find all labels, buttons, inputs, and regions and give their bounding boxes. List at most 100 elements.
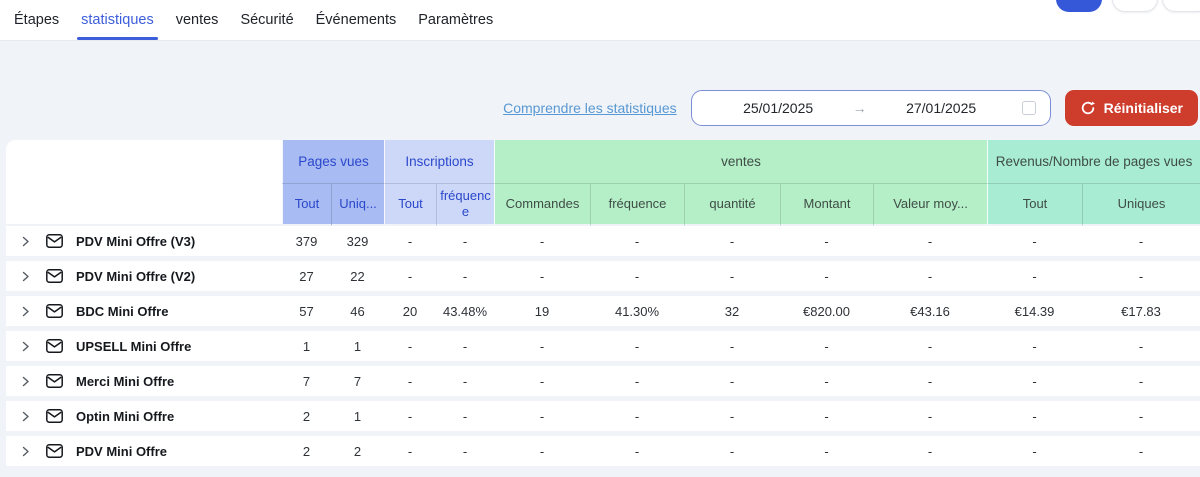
cropped-white-button-1[interactable] xyxy=(1112,0,1158,12)
value-cell: - xyxy=(987,226,1083,261)
value-cell: 19 xyxy=(494,296,591,331)
arrow-right-icon: → xyxy=(852,100,867,116)
column-group-ventes: ventes xyxy=(494,140,988,183)
calendar-icon[interactable] xyxy=(1021,101,1036,115)
table-header: Pages vues Inscriptions ventes Revenus/Nomb… xyxy=(6,140,1200,226)
value-cell: - xyxy=(780,261,874,296)
reset-button[interactable]: Réinitialiser xyxy=(1064,90,1198,126)
value-cell: - xyxy=(384,226,437,261)
value-cell: €17.83 xyxy=(1082,296,1200,331)
column-group-revenus-nombre-de-pages-vues: Revenus/Nombre de pages vues xyxy=(987,140,1200,183)
table-corner xyxy=(6,140,282,226)
column-header: fréquence xyxy=(590,183,685,226)
value-cell: 2 xyxy=(282,401,331,436)
value-cell: €14.39 xyxy=(987,296,1083,331)
row-label: Merci Mini Offre xyxy=(76,373,175,389)
value-cell: - xyxy=(590,401,685,436)
date-end[interactable]: 27/01/2025 xyxy=(906,100,977,116)
value-cell: €820.00 xyxy=(780,296,874,331)
envelope-icon xyxy=(46,409,63,423)
value-cell: - xyxy=(590,436,685,471)
tab-bar: Étapes statistiques ventes Sécurité Événemen… xyxy=(0,0,1200,41)
value-cell: - xyxy=(494,226,591,261)
tab-parametres[interactable]: Paramètres xyxy=(407,0,504,40)
value-cell: - xyxy=(780,366,874,401)
expand-chevron-icon[interactable] xyxy=(20,236,31,247)
tab-etapes[interactable]: Étapes xyxy=(3,0,70,40)
value-cell: - xyxy=(873,401,988,436)
value-cell: - xyxy=(873,331,988,366)
value-cell: - xyxy=(873,436,988,471)
value-cell: - xyxy=(873,226,988,261)
value-cell: - xyxy=(684,366,781,401)
column-header: Valeur moy... xyxy=(873,183,988,226)
envelope-icon xyxy=(46,234,63,248)
column-header: Tout xyxy=(384,183,437,226)
value-cell: €43.16 xyxy=(873,296,988,331)
expand-chevron-icon[interactable] xyxy=(20,306,31,317)
date-range-picker[interactable]: 25/01/2025 → 27/01/2025 xyxy=(690,90,1051,126)
value-cell: - xyxy=(384,436,437,471)
table-row: UPSELL Mini Offre 1 1- - - - - - - - - xyxy=(6,331,1200,366)
table-row: PDV Mini Offre (V3) 379 329- - - - - - - - - xyxy=(6,226,1200,261)
value-cell: - xyxy=(1082,366,1200,401)
tab-evenements[interactable]: Événements xyxy=(305,0,408,40)
stats-toolbar: Comprendre les statistiques 25/01/2025 →… xyxy=(0,90,1198,126)
envelope-icon xyxy=(46,444,63,458)
row-label-cell: PDV Mini Offre (V3) xyxy=(6,226,282,261)
expand-chevron-icon[interactable] xyxy=(20,411,31,422)
tab-label: Paramètres xyxy=(418,12,494,28)
value-cell: - xyxy=(590,331,685,366)
value-cell: - xyxy=(436,261,495,296)
value-cell: - xyxy=(1082,436,1200,471)
value-cell: - xyxy=(873,261,988,296)
envelope-icon xyxy=(46,374,63,388)
value-cell: - xyxy=(436,366,495,401)
row-label: BDC Mini Offre xyxy=(76,303,169,319)
cropped-blue-button[interactable] xyxy=(1056,0,1102,12)
row-label: PDV Mini Offre xyxy=(76,443,168,459)
value-cell: - xyxy=(590,261,685,296)
value-cell: 2 xyxy=(282,436,331,471)
value-cell: - xyxy=(494,366,591,401)
tab-label: Étapes xyxy=(14,12,60,28)
column-header: Uniq... xyxy=(331,183,385,226)
tab-securite[interactable]: Sécurité xyxy=(229,0,304,40)
date-start[interactable]: 25/01/2025 xyxy=(743,100,814,116)
active-tab-underline xyxy=(77,37,158,40)
row-label-cell: PDV Mini Offre xyxy=(6,436,282,471)
tab-statistiques[interactable]: statistiques xyxy=(70,0,165,40)
column-header: Commandes xyxy=(494,183,591,226)
value-cell: 329 xyxy=(331,226,385,261)
row-label: UPSELL Mini Offre xyxy=(76,338,192,354)
row-label-cell: PDV Mini Offre (V2) xyxy=(6,261,282,296)
value-cell: - xyxy=(1082,226,1200,261)
value-cell: 1 xyxy=(282,331,331,366)
value-cell: - xyxy=(780,331,874,366)
value-cell: - xyxy=(780,436,874,471)
envelope-icon xyxy=(46,304,63,318)
value-cell: 20 xyxy=(384,296,437,331)
value-cell: 7 xyxy=(331,366,385,401)
expand-chevron-icon[interactable] xyxy=(20,446,31,457)
tab-label: Événements xyxy=(315,12,397,28)
expand-chevron-icon[interactable] xyxy=(20,271,31,282)
value-cell: - xyxy=(987,261,1083,296)
understand-statistics-link[interactable]: Comprendre les statistiques xyxy=(503,100,677,116)
column-header: Uniques xyxy=(1082,183,1200,226)
expand-chevron-icon[interactable] xyxy=(20,376,31,387)
cropped-white-button-2[interactable] xyxy=(1162,0,1200,12)
column-group-pages-vues: Pages vues xyxy=(282,140,385,183)
value-cell: - xyxy=(494,401,591,436)
table-row: PDV Mini Offre 2 2- - - - - - - - - xyxy=(6,436,1200,471)
tab-label: ventes xyxy=(175,12,219,28)
value-cell: - xyxy=(384,261,437,296)
value-cell: - xyxy=(987,366,1083,401)
value-cell: - xyxy=(987,436,1083,471)
table-row: BDC Mini Offre 57 46 20 43.48% 19 41.30% 32 €820… xyxy=(6,296,1200,331)
value-cell: - xyxy=(684,261,781,296)
expand-chevron-icon[interactable] xyxy=(20,341,31,352)
value-cell: 32 xyxy=(684,296,781,331)
reset-button-label: Réinitialiser xyxy=(1103,100,1183,116)
tab-ventes[interactable]: ventes xyxy=(165,0,230,40)
